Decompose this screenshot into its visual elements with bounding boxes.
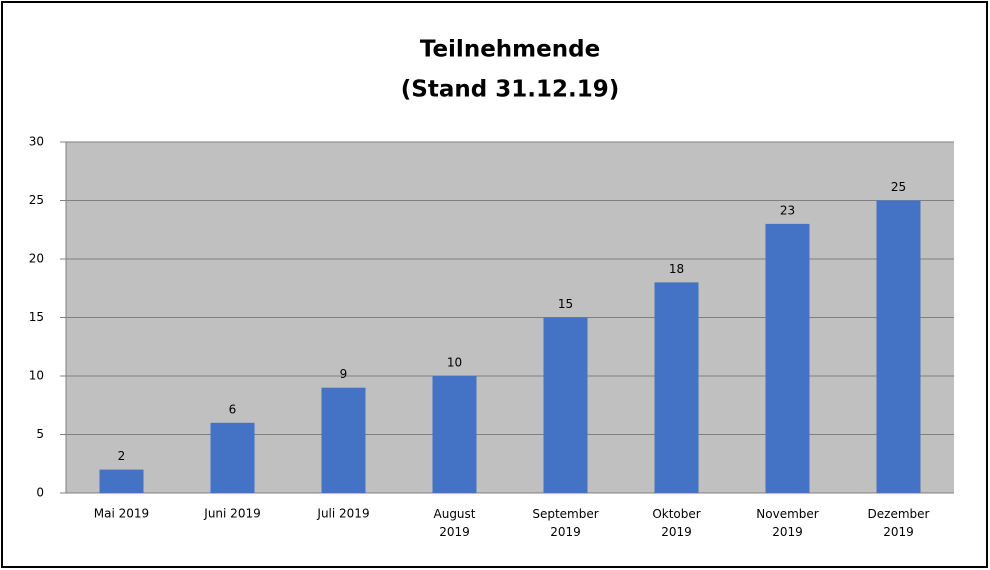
data-label: 25 xyxy=(891,180,906,194)
data-label: 10 xyxy=(447,356,462,370)
x-tick-label: Juli 2019 xyxy=(316,507,369,521)
chart-title: Teilnehmende xyxy=(420,37,600,63)
y-tick-label: 10 xyxy=(29,369,44,383)
y-tick-label: 20 xyxy=(29,252,44,266)
y-tick-label: 0 xyxy=(36,486,44,500)
bar xyxy=(321,387,366,493)
data-label: 6 xyxy=(229,402,237,416)
data-label: 2 xyxy=(118,449,126,463)
y-tick-label: 30 xyxy=(29,135,44,149)
x-tick-label: Mai 2019 xyxy=(94,507,149,521)
bar xyxy=(876,200,921,493)
bar xyxy=(432,376,477,493)
data-label: 23 xyxy=(780,203,795,217)
x-tick-label: August 2019 xyxy=(434,507,476,539)
x-tick-label: September 2019 xyxy=(532,507,598,539)
data-label: 18 xyxy=(669,262,684,276)
bar xyxy=(99,469,144,493)
bar xyxy=(543,317,588,493)
x-tick-label: Juni 2019 xyxy=(203,507,260,521)
x-tick-label: Dezember 2019 xyxy=(868,507,930,539)
x-tick-label: Oktober 2019 xyxy=(652,507,700,539)
bar xyxy=(654,282,699,493)
y-tick-label: 5 xyxy=(36,427,44,441)
y-tick-label: 25 xyxy=(29,193,44,207)
x-tick-label: November 2019 xyxy=(756,507,818,539)
chart-title: (Stand 31.12.19) xyxy=(401,77,619,103)
data-label: 9 xyxy=(340,367,348,381)
y-tick-label: 15 xyxy=(29,310,44,324)
bar xyxy=(765,223,810,493)
bar xyxy=(210,422,255,493)
data-label: 15 xyxy=(558,297,573,311)
